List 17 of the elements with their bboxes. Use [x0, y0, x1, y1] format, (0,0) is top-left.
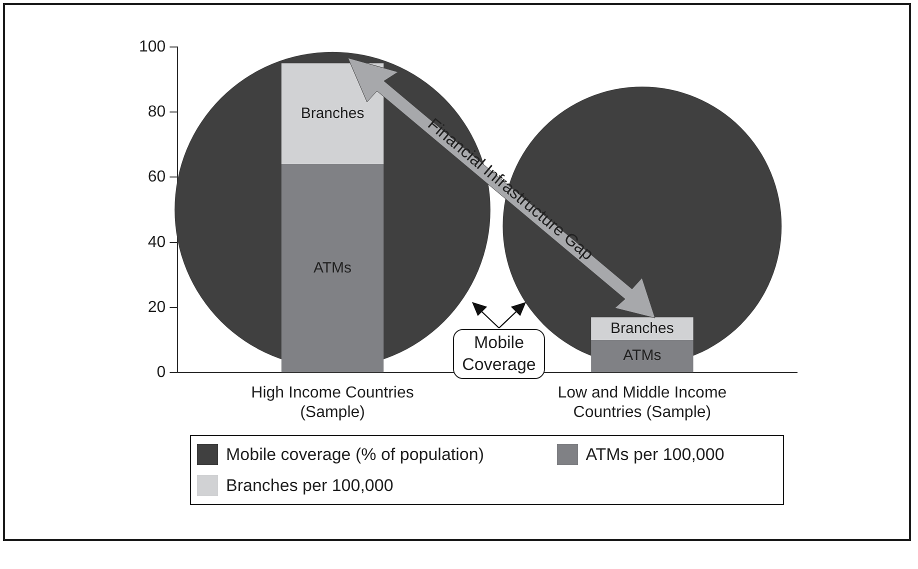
legend-label: Branches per 100,000 — [226, 476, 394, 496]
annotation: Branches — [300, 104, 364, 122]
annotation: ATMs — [623, 347, 662, 364]
y-tick-label: 40 — [148, 234, 166, 251]
y-tick-label: 20 — [148, 298, 166, 316]
legend-label: ATMs per 100,000 — [586, 444, 724, 464]
y-tick-label: 80 — [148, 104, 166, 121]
y-tick-label: 100 — [138, 38, 166, 56]
y-tick-label: 60 — [148, 168, 166, 186]
legend-label: Mobile coverage (% of population) — [226, 444, 484, 464]
x-tick-label: High Income Countries (Sample) — [251, 384, 414, 421]
annotation: ATMs — [313, 259, 352, 276]
rounded-box: Mobile Coverage — [453, 329, 545, 379]
bar — [591, 340, 694, 372]
annotation: Branches — [610, 320, 674, 337]
x-tick-label: Low and Middle Income Countries (Sample) — [558, 384, 727, 421]
y-tick-label: 0 — [156, 364, 166, 382]
